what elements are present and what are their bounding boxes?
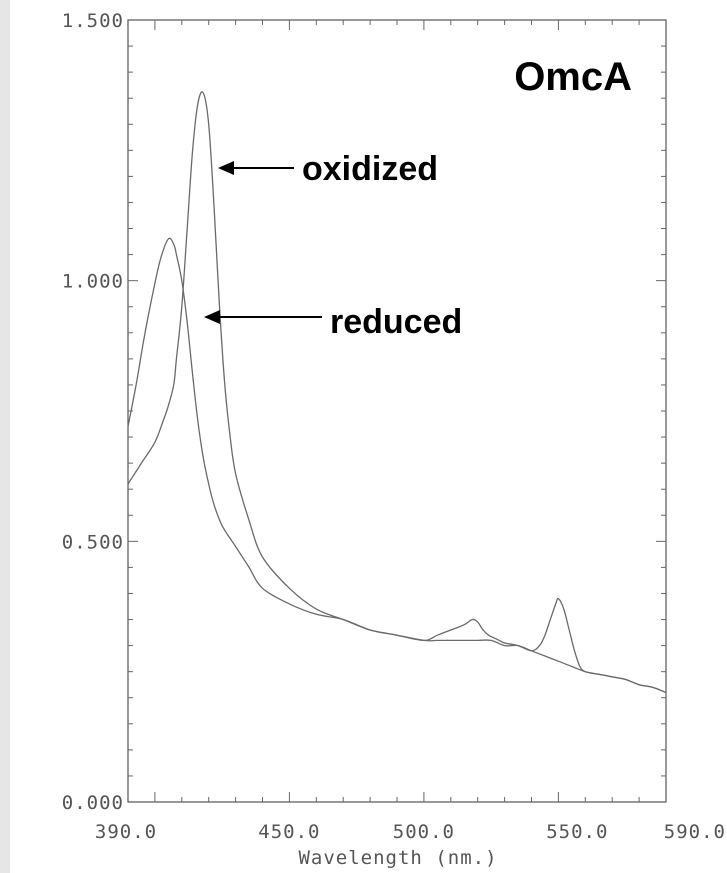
x-axis-title: Wavelength (nm.) [298,847,497,869]
y-tick-labels: 0.000 0.500 1.000 1.500 [62,10,124,814]
plot-frame [127,19,667,803]
x-tick-label: 390.0 [95,821,157,843]
x-tick-labels: 390.0 450.0 500.0 550.0 590.0 [95,821,726,843]
annotation-reduced-arrowhead [204,310,220,324]
series-lines [127,91,667,694]
annotation-oxidized-arrowhead [218,161,234,175]
annotation-reduced: reduced [204,303,462,341]
x-tick-label: 550.0 [546,821,608,843]
spectrum-figure: 0.000 0.500 1.000 1.500 390.0 450.0 500.0 550.… [10,0,727,873]
annotation-oxidized: oxidized [218,150,438,188]
y-tick-label: 0.000 [62,792,124,814]
annotation-oxidized-label: oxidized [302,150,438,188]
y-tick-label: 1.500 [62,10,124,32]
annotation-reduced-label: reduced [330,303,462,341]
x-tick-label: 590.0 [664,821,726,843]
x-tick-label: 500.0 [393,821,455,843]
x-tick-label: 450.0 [258,821,320,843]
y-tick-label: 1.000 [62,271,124,293]
series-line-reduced [127,237,667,694]
chart-title: OmcA [514,55,632,99]
absorbance-chart: 0.000 0.500 1.000 1.500 390.0 450.0 500.0 550.… [62,10,726,869]
y-tick-label: 0.500 [62,531,124,553]
tick-marks [128,20,666,802]
